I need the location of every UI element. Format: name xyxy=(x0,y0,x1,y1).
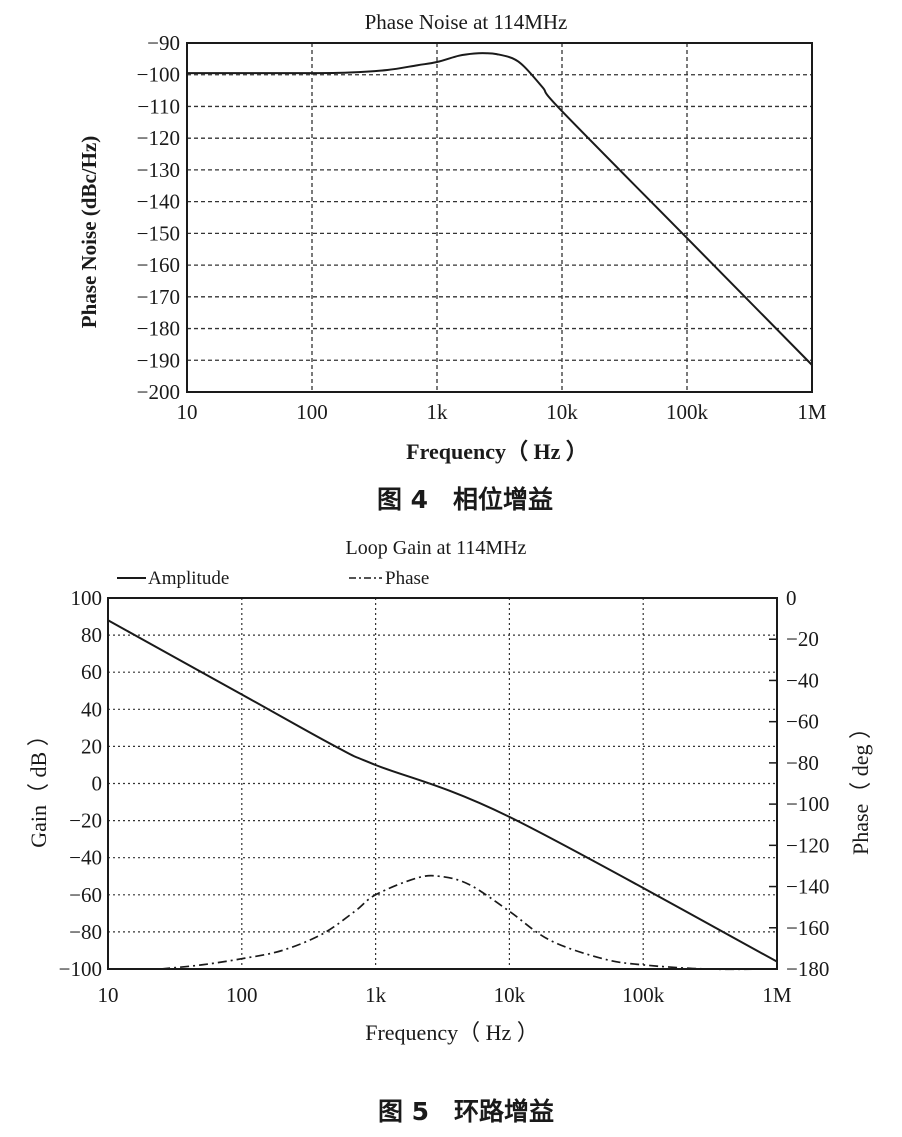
phase-legend-label: Phase xyxy=(385,568,429,589)
chart1-x-axis-label: Frequency（ Hz ） xyxy=(406,439,588,464)
chart1-x-tick-label: 1k xyxy=(427,400,449,424)
amplitude-legend-label: Amplitude xyxy=(148,568,229,589)
chart2-gain-tick-label: 60 xyxy=(81,660,102,684)
chart2-phase-tick-label: −80 xyxy=(786,751,819,775)
chart2-gain-tick-label: 80 xyxy=(81,623,102,647)
chart2-gain-tick-labels: 100 80 60 40 20 0 −20 −40 −60 −80 −100 xyxy=(59,586,102,981)
chart2-x-axis-label: Frequency（ Hz ） xyxy=(365,1020,539,1045)
chart2-x-tick-label: 10k xyxy=(494,983,526,1007)
chart2-x-tick-labels: 10 100 1k 10k 100k 1M xyxy=(98,983,792,1007)
chart1-y-tick-label: −170 xyxy=(137,285,180,309)
figure5-caption: 图 5 环路增益 xyxy=(378,1097,554,1126)
chart1-y-tick-label: −180 xyxy=(137,317,180,341)
chart1-x-tick-label: 10k xyxy=(546,400,578,424)
chart2-phase-tick-label: −180 xyxy=(786,957,829,981)
figure4-caption: 图 4 相位增益 xyxy=(377,485,553,514)
chart2-phase-tick-label: −140 xyxy=(786,875,829,899)
chart1-title: Phase Noise at 114MHz xyxy=(365,10,568,34)
chart1-x-tick-label: 10 xyxy=(177,400,198,424)
chart2-gain-tick-label: −100 xyxy=(59,957,102,981)
chart2-plot-frame xyxy=(107,597,778,970)
chart2-phase-tick-label: 0 xyxy=(786,586,797,610)
chart2-x-tick-label: 1M xyxy=(762,983,792,1007)
chart2-x-tick-label: 100k xyxy=(622,983,665,1007)
chart1-plot-frame xyxy=(186,42,813,393)
chart1-grid xyxy=(187,43,812,392)
chart1-y-tick-label: −110 xyxy=(137,94,180,118)
chart2-gain-tick-label: 20 xyxy=(81,734,102,758)
loop-gain-chart: Loop Gain at 114MHz Amplitude Phase 1008… xyxy=(26,537,873,1126)
chart1-x-tick-label: 100k xyxy=(666,400,709,424)
chart2-phase-tick-labels: 0 −20 −40 −60 −80 −100 −120 −140 −160 −180 xyxy=(786,586,829,981)
chart1-y-tick-label: −120 xyxy=(137,126,180,150)
chart2-phase-tick-label: −100 xyxy=(786,792,829,816)
chart1-x-tick-label: 100 xyxy=(296,400,328,424)
chart1-y-tick-labels: −90 −100 −110 −120 −130 −140 −150 −160 −170 −180 −… xyxy=(137,31,180,404)
chart2-gain-tick-label: −20 xyxy=(69,809,102,833)
chart1-y-tick-label: −100 xyxy=(137,63,180,87)
chart2-title: Loop Gain at 114MHz xyxy=(346,537,527,559)
chart2-gain-tick-label: −60 xyxy=(69,883,102,907)
phase-noise-series-line xyxy=(186,52,813,366)
chart1-y-tick-label: −190 xyxy=(137,348,180,372)
chart2-x-tick-label: 1k xyxy=(365,983,387,1007)
chart2-phase-tick-label: −120 xyxy=(786,833,829,857)
chart2-gain-tick-label: 40 xyxy=(81,697,102,721)
chart1-y-tick-label: −130 xyxy=(137,158,180,182)
chart1-y-axis-label: Phase Noise (dBc/Hz) xyxy=(77,136,101,328)
amplitude-series-line xyxy=(107,619,778,963)
chart2-grid xyxy=(108,597,777,970)
chart2-phase-tick-label: −60 xyxy=(786,710,819,734)
chart2-gain-tick-label: 0 xyxy=(92,772,103,796)
chart2-x-tick-label: 10 xyxy=(98,983,119,1007)
chart2-phase-tick-label: −20 xyxy=(786,627,819,651)
phase-series-line xyxy=(161,874,778,971)
chart1-x-tick-label: 1M xyxy=(797,400,827,424)
chart2-gain-tick-label: −80 xyxy=(69,920,102,944)
chart1-x-tick-labels: 10 100 1k 10k 100k 1M xyxy=(177,400,827,424)
chart2-phase-tick-label: −40 xyxy=(786,668,819,692)
chart2-phase-tick-label: −160 xyxy=(786,916,829,940)
chart2-y-axis-label: Gain（ dB ） xyxy=(26,724,51,847)
chart1-y-tick-label: −140 xyxy=(137,190,180,214)
chart2-gain-tick-label: 100 xyxy=(71,586,103,610)
chart1-y-tick-label: −200 xyxy=(137,380,180,404)
chart2-gain-tick-label: −40 xyxy=(69,846,102,870)
chart1-y-tick-label: −160 xyxy=(137,253,180,277)
phase-noise-chart: Phase Noise at 114MHz −90 −100 −110 −120 −13… xyxy=(77,10,827,514)
chart1-y-tick-label: −150 xyxy=(137,221,180,245)
chart2-y2-axis-label: Phase（ deg ） xyxy=(848,717,873,855)
chart1-y-tick-label: −90 xyxy=(147,31,180,55)
chart2-x-tick-label: 100 xyxy=(226,983,258,1007)
